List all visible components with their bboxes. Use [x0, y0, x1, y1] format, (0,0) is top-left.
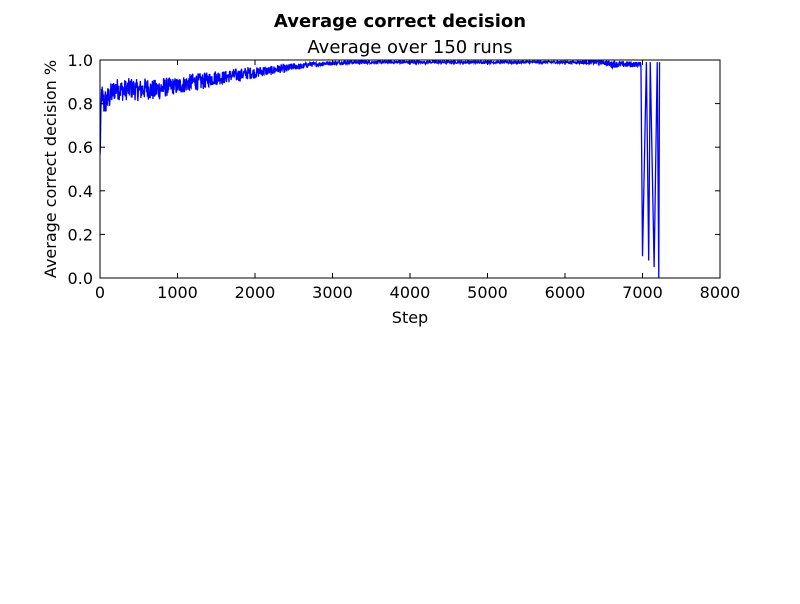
y-tick-label: 0.4 — [68, 182, 93, 201]
y-tick-label: 0.8 — [68, 95, 93, 114]
chart-subtitle: Average over 150 runs — [307, 37, 512, 58]
x-tick-label: 1000 — [157, 283, 198, 302]
y-axis-label: Average correct decision % — [41, 60, 60, 278]
plot-area: 0 1000 2000 3000 4000 5000 6000 7000 8000 0.0 0.2 0… — [68, 51, 741, 302]
y-tick-label: 0.2 — [68, 225, 93, 244]
x-tick-label: 2000 — [235, 283, 276, 302]
x-tick-label: 8000 — [700, 283, 741, 302]
x-tick-label: 6000 — [545, 283, 586, 302]
x-tick-label: 4000 — [390, 283, 431, 302]
series-line — [100, 60, 661, 278]
x-tick-label: 5000 — [467, 283, 508, 302]
chart-title: Average correct decision — [274, 11, 526, 32]
x-tick-label: 0 — [95, 283, 105, 302]
y-tick-label: 1.0 — [68, 51, 93, 70]
y-tick-label: 0.6 — [68, 138, 93, 157]
x-axis-label: Step — [392, 308, 428, 327]
plot-frame — [99, 59, 721, 279]
x-tick-label: 3000 — [312, 283, 353, 302]
y-tick-label: 0.0 — [68, 269, 93, 288]
x-tick-label: 7000 — [622, 283, 663, 302]
